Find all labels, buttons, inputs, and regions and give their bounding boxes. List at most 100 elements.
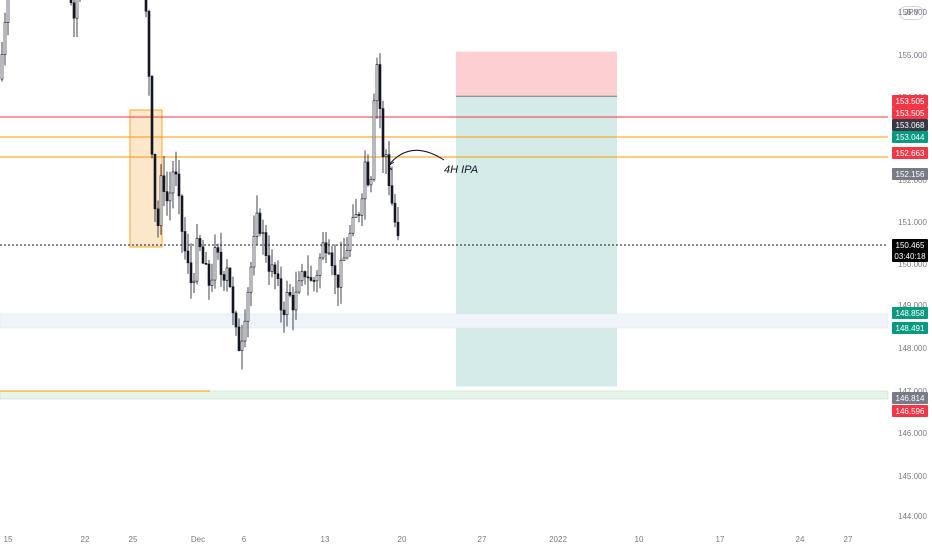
candle-body bbox=[195, 238, 199, 282]
x-tick-label: 25 bbox=[129, 535, 138, 544]
candle-body bbox=[150, 76, 154, 155]
x-tick-label: 22 bbox=[81, 535, 90, 544]
y-tick-label: 152.000 bbox=[898, 176, 927, 185]
x-tick-label: 6 bbox=[242, 535, 247, 544]
candle-body bbox=[378, 64, 382, 109]
price-badge bbox=[892, 95, 928, 107]
candle-body bbox=[171, 171, 175, 194]
price-badge bbox=[892, 168, 928, 180]
symbol-badge[interactable]: JPY bbox=[899, 6, 924, 20]
candle-body bbox=[213, 247, 217, 281]
y-tick-label: 146.000 bbox=[898, 429, 927, 438]
candle-body bbox=[279, 278, 283, 311]
demand-band bbox=[0, 313, 889, 329]
price-badge bbox=[892, 107, 928, 119]
candle-body bbox=[360, 198, 364, 216]
candle-body bbox=[75, 0, 79, 19]
candle-body bbox=[186, 250, 190, 264]
levels-layer bbox=[0, 116, 888, 392]
price-axis: 144.000 145.000 146.000 147.000 148.000 149.0… bbox=[898, 8, 927, 521]
candle-body bbox=[240, 340, 244, 351]
candle-body bbox=[342, 257, 346, 261]
candle-body bbox=[396, 221, 400, 237]
candle-body bbox=[231, 286, 235, 314]
annotation-label: 4H IPA bbox=[444, 164, 478, 176]
y-tick-label: 145.000 bbox=[898, 472, 927, 481]
time-axis: 15 22 25 Dec 6 13 20 27 2022 10 17 24 27 bbox=[4, 535, 853, 544]
candle-body bbox=[177, 173, 181, 197]
candle-body bbox=[288, 292, 292, 296]
candle-body bbox=[375, 64, 379, 102]
price-badge-label: 146.814 bbox=[896, 394, 925, 403]
candle-body bbox=[243, 320, 247, 342]
candle-body bbox=[318, 257, 322, 276]
candle-body bbox=[153, 153, 157, 210]
candle-body bbox=[174, 171, 178, 175]
candle-body bbox=[156, 208, 160, 226]
candle-body bbox=[252, 236, 256, 268]
candle-body bbox=[72, 2, 76, 19]
candles-layer bbox=[0, 0, 400, 370]
candle-body bbox=[234, 312, 238, 328]
candle-body bbox=[369, 179, 373, 186]
price-badge-label: 152.663 bbox=[896, 149, 925, 158]
candle-body bbox=[339, 260, 343, 288]
y-tick-label: 148.000 bbox=[898, 344, 927, 353]
x-tick-label: 15 bbox=[4, 535, 13, 544]
price-badge-label: 153.044 bbox=[896, 133, 925, 142]
candle-body bbox=[198, 238, 202, 248]
candle-body bbox=[348, 232, 352, 251]
candle-body bbox=[180, 195, 184, 232]
candle-body bbox=[306, 276, 310, 279]
candle-body bbox=[321, 242, 325, 259]
price-badge-label: 148.858 bbox=[896, 309, 925, 318]
y-tick-label: 156.000 bbox=[898, 8, 927, 17]
candle-body bbox=[3, 22, 7, 55]
candle-body bbox=[276, 273, 280, 279]
price-badge-label: 03:40:18 bbox=[894, 252, 926, 261]
candle-body bbox=[387, 154, 391, 186]
candle-body bbox=[228, 267, 232, 288]
candle-body bbox=[363, 161, 367, 200]
candle-body bbox=[219, 251, 223, 275]
candle-body bbox=[237, 326, 241, 351]
x-tick-label: Dec bbox=[191, 535, 205, 544]
x-tick-label: 20 bbox=[398, 535, 407, 544]
price-badge-label: 146.596 bbox=[896, 407, 925, 416]
annotation-arrow bbox=[387, 149, 445, 167]
x-tick-label: 2022 bbox=[549, 535, 567, 544]
y-tick-label: 155.000 bbox=[898, 51, 927, 60]
x-tick-label: 10 bbox=[635, 535, 644, 544]
x-tick-label: 24 bbox=[796, 535, 805, 544]
candle-body bbox=[291, 294, 295, 311]
candle-body bbox=[336, 274, 340, 288]
candle-body bbox=[384, 154, 388, 158]
price-badges: 153.505 153.505 153.068 153.044 152.663 152.1… bbox=[892, 95, 928, 417]
candle-body bbox=[303, 271, 307, 278]
price-badge bbox=[892, 239, 928, 251]
candle-body bbox=[282, 309, 286, 316]
candle-body bbox=[270, 264, 274, 272]
y-tick-label: 150.000 bbox=[898, 260, 927, 269]
candle-body bbox=[309, 277, 313, 281]
price-badge bbox=[892, 322, 928, 334]
candle-body bbox=[162, 175, 166, 192]
candle-body bbox=[249, 266, 253, 293]
candle-body bbox=[69, 0, 73, 4]
candle-body bbox=[168, 192, 172, 202]
annotation-arrowhead bbox=[387, 161, 395, 171]
candle-body bbox=[327, 252, 331, 255]
candle-body bbox=[330, 252, 334, 266]
take-profit-zone bbox=[456, 96, 617, 387]
price-badge-label: 152.156 bbox=[896, 170, 925, 179]
candle-body bbox=[210, 279, 214, 286]
candle-body bbox=[351, 217, 355, 234]
candle-body bbox=[183, 231, 187, 252]
candle-body bbox=[261, 232, 265, 234]
price-badge bbox=[892, 131, 928, 143]
price-badge-label: 153.505 bbox=[896, 97, 925, 106]
y-tick-label: 144.000 bbox=[898, 512, 927, 521]
candle-body bbox=[258, 212, 262, 234]
candle-body bbox=[201, 246, 205, 264]
